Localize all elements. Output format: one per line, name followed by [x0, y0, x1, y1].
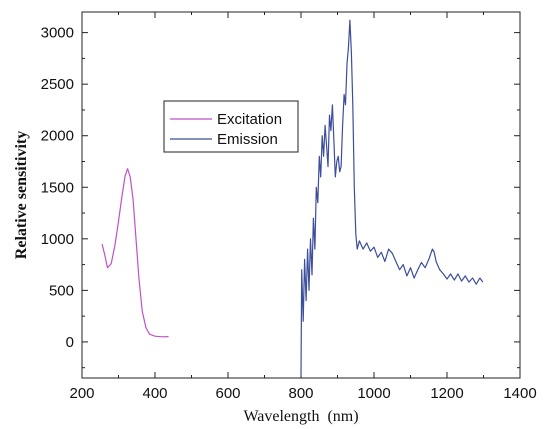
legend: Excitation Emission: [163, 100, 299, 153]
legend-label-excitation: Excitation: [217, 111, 282, 128]
x-tick-label: 400: [142, 385, 167, 402]
y-tick-label: 500: [49, 282, 74, 299]
y-tick-label: 0: [66, 334, 74, 351]
series-lines: [101, 19, 484, 376]
y-tick-label: 3000: [41, 25, 74, 42]
x-tick-label: 1200: [430, 385, 463, 402]
x-tick-label: 800: [288, 385, 313, 402]
x-tick-label: 600: [215, 385, 240, 402]
legend-label-emission: Emission: [217, 131, 278, 148]
series-line-excitation: [101, 168, 169, 338]
y-axis-title: Relative sensitivity: [13, 131, 30, 259]
x-tick-label: 200: [69, 385, 94, 402]
y-tick-label: 1500: [41, 179, 74, 196]
x-tick-label: 1400: [503, 385, 536, 402]
legend-box: [163, 100, 299, 153]
y-axis-ticks: 0 500 1000 1500 2000 2500 3000: [41, 25, 520, 369]
y-tick-label: 2500: [41, 76, 74, 93]
x-axis-ticks: 200 400 600 800 1000 1200 1400: [69, 12, 537, 402]
y-tick-label: 1000: [41, 231, 74, 248]
x-axis-title: Wavelength (nm): [243, 408, 358, 425]
x-tick-label: 1000: [357, 385, 390, 402]
series-line-emission: [300, 19, 484, 376]
y-tick-label: 2000: [41, 128, 74, 145]
